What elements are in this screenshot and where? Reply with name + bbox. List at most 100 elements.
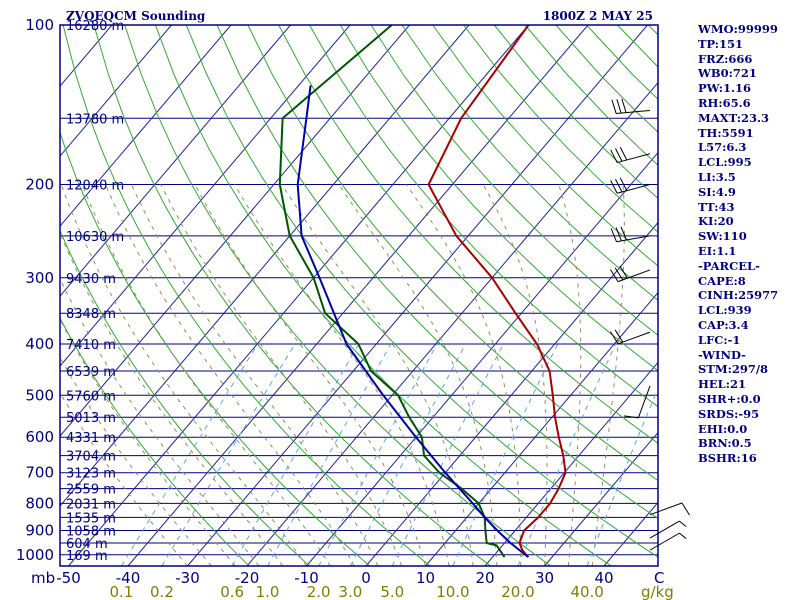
dry-adiabat-line bbox=[370, 25, 658, 336]
moist-adiabat-line bbox=[234, 184, 450, 566]
moist-adiabat-line bbox=[105, 184, 355, 566]
isotherm-line bbox=[60, 25, 291, 297]
mixing-ratio-line bbox=[452, 343, 559, 566]
mixing-ratio-tick-label: 3.0 bbox=[338, 583, 362, 600]
pressure-unit-label: mb bbox=[31, 569, 55, 587]
sounding-index-item: FRZ:666 bbox=[698, 51, 753, 66]
temperature-tick-label: 20 bbox=[475, 569, 494, 587]
wind-barb bbox=[649, 502, 690, 516]
mixing-ratio-tick-label: 0.2 bbox=[150, 583, 174, 600]
sounding-index-item: LCL:939 bbox=[698, 303, 752, 318]
height-label: 3704 m bbox=[66, 450, 116, 465]
sounding-profiles bbox=[278, 25, 567, 558]
temperature-tick-label: -20 bbox=[235, 569, 260, 587]
dry-adiabat-line bbox=[247, 25, 658, 482]
dry-adiabat-line bbox=[60, 229, 310, 566]
isotherm-line bbox=[484, 361, 658, 566]
pressure-tick-label: 600 bbox=[25, 428, 54, 446]
sounding-index-item: KI:20 bbox=[698, 214, 734, 229]
sounding-index-item: SRDS:-95 bbox=[698, 406, 760, 421]
height-label: 16280 m bbox=[66, 19, 124, 34]
sounding-index-item: CAPE:8 bbox=[698, 273, 746, 288]
height-label: 4331 m bbox=[66, 431, 116, 446]
temperature-unit-label: C bbox=[654, 569, 664, 587]
moist-adiabat-line bbox=[160, 184, 403, 566]
temperature-tick-label: 30 bbox=[535, 569, 554, 587]
pressure-tick-label: 300 bbox=[25, 269, 54, 287]
temperature-tick-label: -50 bbox=[56, 569, 81, 587]
mixing-ratio-line bbox=[517, 343, 617, 566]
wind-barb bbox=[649, 520, 687, 539]
sounding-index-item: STM:297/8 bbox=[698, 362, 769, 377]
mixing-ratio-line bbox=[267, 343, 392, 566]
dry-adiabat-line bbox=[185, 25, 658, 558]
mixing-ratio-tick-label: 5.0 bbox=[380, 583, 404, 600]
mixing-ratio-tick-label: 20.0 bbox=[501, 583, 534, 600]
wind-barb bbox=[610, 177, 651, 194]
mixing-ratio-line bbox=[161, 343, 296, 566]
height-label: 13780 m bbox=[66, 112, 124, 127]
dry-adiabat-line bbox=[155, 25, 612, 566]
mixing-ratio-tick-label: 1.0 bbox=[256, 583, 280, 600]
mixing-ratio-line bbox=[391, 343, 504, 566]
moist-adiabat-line bbox=[281, 184, 474, 566]
pressure-tick-label: 100 bbox=[25, 16, 54, 34]
sounding-index-item: CAP:3.4 bbox=[698, 317, 749, 332]
pressure-tick-label: 200 bbox=[25, 175, 54, 193]
moist-adiabat-line bbox=[131, 184, 379, 566]
wind-barb bbox=[611, 98, 651, 114]
height-label: 1058 m bbox=[66, 525, 116, 540]
wind-barb bbox=[610, 226, 651, 243]
sounding-index-item: BRN:0.5 bbox=[698, 436, 752, 451]
height-label: 8348 m bbox=[66, 307, 116, 322]
mixing-ratio-tick-label: 0.6 bbox=[220, 583, 244, 600]
background-grid bbox=[0, 25, 658, 566]
sounding-index-item: CINH:25977 bbox=[698, 288, 779, 303]
height-label: 5013 m bbox=[66, 411, 116, 426]
height-label: 169 m bbox=[66, 549, 108, 564]
isotherm-line bbox=[425, 291, 658, 566]
sounding-index-item: EHI:0.0 bbox=[698, 421, 748, 436]
isotherm-line bbox=[544, 431, 658, 566]
wind-barb bbox=[610, 265, 651, 283]
wind-barb bbox=[624, 385, 651, 419]
sounding-index-item: -WIND- bbox=[698, 347, 746, 362]
isotherm-line bbox=[60, 25, 351, 367]
dry-adiabat-line bbox=[278, 25, 658, 444]
temperature-profile-line bbox=[427, 25, 567, 558]
pressure-tick-label: 800 bbox=[25, 494, 54, 512]
sounding-index-item: L57:6.3 bbox=[698, 140, 747, 155]
moist-adiabat-line bbox=[194, 184, 426, 566]
sounding-index-item: -PARCEL- bbox=[698, 258, 760, 273]
temperature-tick-label: -30 bbox=[175, 569, 200, 587]
temperature-tick-label: 0 bbox=[361, 569, 371, 587]
mixing-ratio-tick-label: 0.1 bbox=[109, 583, 133, 600]
sounding-index-item: PW:1.16 bbox=[698, 81, 752, 96]
chart-title: ZVQEQCM Sounding bbox=[66, 9, 206, 23]
height-label: 7410 m bbox=[66, 338, 116, 353]
temperature-tick-label: -40 bbox=[116, 569, 141, 587]
dry-adiabat-line bbox=[401, 25, 658, 301]
sounding-index-item: EI:1.1 bbox=[698, 243, 737, 258]
isotherm-line bbox=[127, 25, 589, 566]
dry-adiabat-line bbox=[60, 130, 371, 566]
height-label: 2559 m bbox=[66, 483, 116, 498]
isotherm-line bbox=[60, 25, 232, 227]
height-label: 6539 m bbox=[66, 365, 116, 380]
height-label: 3123 m bbox=[66, 467, 116, 482]
sounding-index-item: TH:5591 bbox=[698, 125, 754, 140]
sounding-index-item: WMO:99999 bbox=[698, 22, 778, 36]
wind-barbs bbox=[610, 98, 690, 551]
height-label: 1535 m bbox=[66, 511, 116, 526]
mixing-ratio-tick-label: 2.0 bbox=[307, 583, 331, 600]
plot-frame bbox=[59, 24, 659, 567]
isotherm-line bbox=[0, 25, 53, 566]
sounding-index-item: HEL:21 bbox=[698, 377, 746, 392]
moist-adiabat-line bbox=[338, 184, 498, 566]
sounding-index-item: TT:43 bbox=[698, 199, 735, 214]
dry-adiabat-line bbox=[309, 25, 658, 408]
dry-adiabat-line bbox=[216, 25, 658, 520]
pressure-tick-label: 700 bbox=[25, 464, 54, 482]
chart-timestamp: 1800Z 2 MAY 25 bbox=[543, 9, 653, 23]
